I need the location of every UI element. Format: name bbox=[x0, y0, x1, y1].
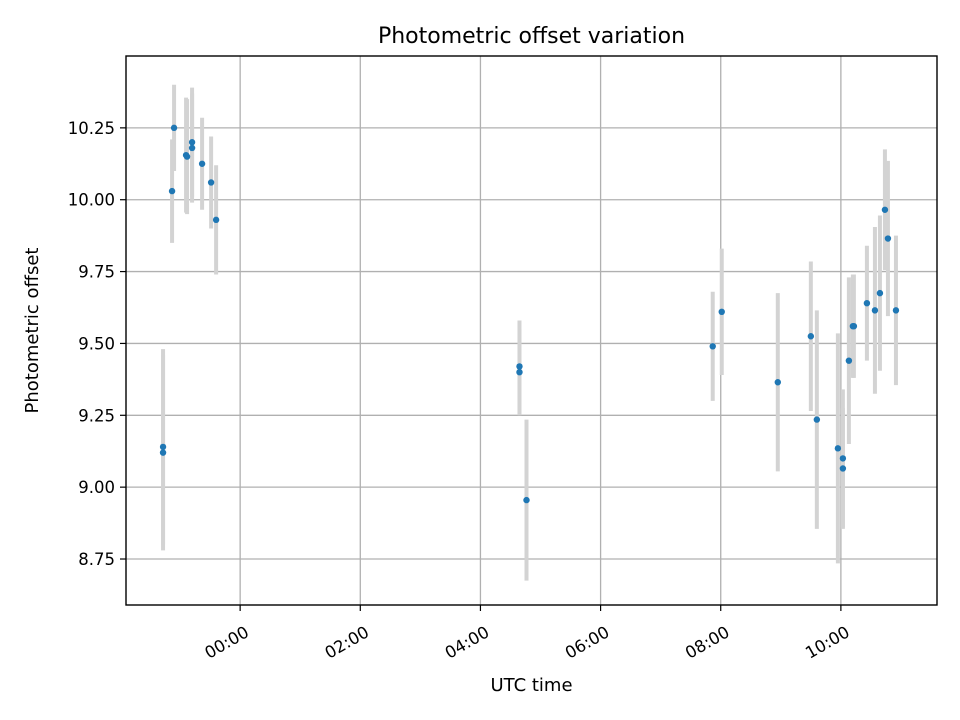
data-point bbox=[813, 416, 821, 423]
data-point bbox=[516, 368, 523, 376]
data-point bbox=[183, 153, 191, 160]
data-point bbox=[863, 299, 871, 307]
y-tick-label: 10.00 bbox=[68, 191, 115, 210]
data-point bbox=[774, 379, 782, 386]
data-point bbox=[839, 455, 847, 462]
data-points bbox=[159, 124, 900, 504]
data-point bbox=[168, 187, 176, 195]
data-point bbox=[523, 496, 530, 504]
data-point bbox=[198, 160, 206, 167]
data-point bbox=[807, 333, 815, 340]
data-point bbox=[207, 179, 215, 186]
data-point bbox=[516, 363, 523, 370]
y-tick-label: 9.50 bbox=[78, 334, 115, 353]
y-tick-label: 9.25 bbox=[78, 406, 115, 425]
y-tick-label: 9.00 bbox=[78, 478, 115, 497]
data-point bbox=[834, 445, 842, 452]
data-point bbox=[170, 124, 178, 132]
data-point bbox=[159, 449, 167, 456]
x-axis-label: UTC time bbox=[490, 675, 572, 696]
y-axis-label: Photometric offset bbox=[22, 248, 43, 414]
data-point bbox=[871, 307, 879, 314]
data-point bbox=[845, 357, 853, 364]
data-point bbox=[709, 343, 716, 350]
plot-frame bbox=[125, 55, 938, 606]
data-point bbox=[850, 322, 858, 330]
data-point bbox=[212, 216, 220, 224]
data-point bbox=[718, 308, 725, 316]
y-tick-label: 10.25 bbox=[68, 119, 115, 138]
data-point bbox=[876, 289, 884, 297]
data-point bbox=[892, 307, 900, 314]
ticks: 00:00 02:00 04:00 06:00 08:00 10:008.759.009.… bbox=[68, 119, 853, 663]
grid bbox=[126, 56, 937, 605]
data-point bbox=[884, 235, 892, 242]
data-point bbox=[839, 465, 847, 472]
chart-title: Photometric offset variation bbox=[378, 24, 685, 49]
data-point bbox=[159, 443, 167, 451]
y-tick-label: 8.75 bbox=[78, 550, 115, 569]
data-point bbox=[188, 139, 196, 146]
data-point bbox=[188, 144, 196, 152]
data-point bbox=[881, 206, 889, 213]
y-tick-label: 9.75 bbox=[78, 263, 115, 282]
